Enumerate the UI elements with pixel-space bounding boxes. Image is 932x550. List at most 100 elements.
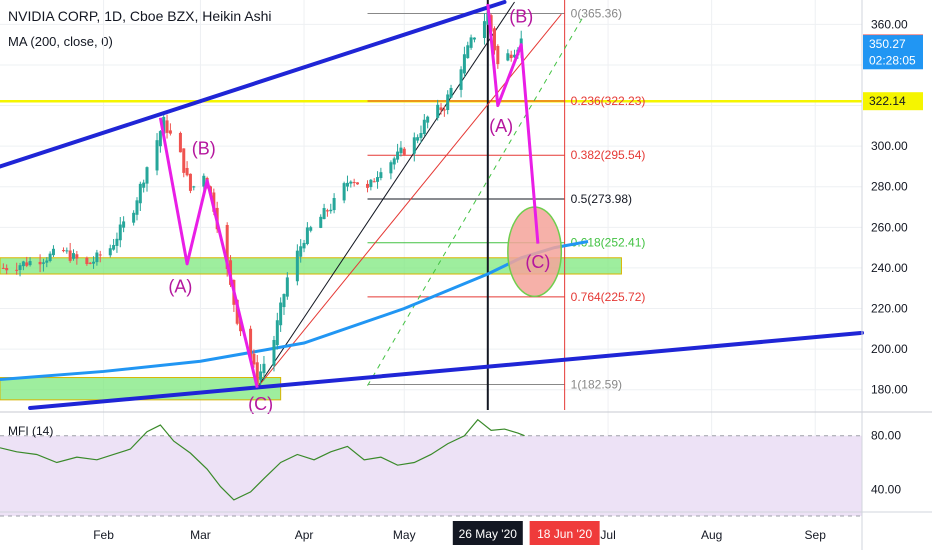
candle-body bbox=[192, 186, 196, 188]
candle-body bbox=[396, 151, 400, 160]
fib-level-label: 0(365.36) bbox=[571, 6, 622, 20]
ma-indicator-label[interactable]: MA (200, close, 0) bbox=[8, 34, 113, 49]
candle-body bbox=[51, 248, 55, 256]
candle-body bbox=[249, 328, 253, 360]
candle-body bbox=[18, 265, 22, 270]
mfi-label: MFI (14) bbox=[8, 424, 53, 438]
candle-body bbox=[462, 54, 466, 74]
candle-body bbox=[466, 45, 470, 59]
candle-body bbox=[239, 318, 243, 332]
x-tick-label: Jul bbox=[600, 528, 615, 542]
x-tick-label: Feb bbox=[93, 528, 114, 542]
candle-body bbox=[115, 238, 119, 246]
candle-body bbox=[416, 137, 420, 141]
candle-body bbox=[188, 173, 192, 191]
y-tick-label: 280.00 bbox=[871, 180, 908, 194]
candle-body bbox=[302, 242, 306, 249]
fib-level-label: 0.236(322.23) bbox=[571, 94, 646, 108]
candle-body bbox=[446, 94, 450, 110]
candle-body bbox=[492, 28, 496, 51]
candle-body bbox=[426, 116, 430, 123]
candle-body bbox=[162, 116, 166, 135]
chart-title: NVIDIA CORP, 1D, Cboe BZX, Heikin Ashi bbox=[8, 8, 272, 24]
candle-body bbox=[305, 227, 309, 245]
candle-body bbox=[75, 254, 79, 259]
candle-body bbox=[182, 148, 186, 173]
candle-body bbox=[1, 267, 5, 269]
candle-body bbox=[41, 262, 45, 264]
mfi-tick-label: 80.00 bbox=[871, 429, 901, 443]
fib-level-label: 1(182.59) bbox=[571, 377, 622, 391]
candle-body bbox=[275, 320, 279, 346]
candle-body bbox=[355, 182, 359, 185]
candle-body bbox=[459, 69, 463, 90]
candle-body bbox=[252, 353, 256, 365]
y-tick-label: 200.00 bbox=[871, 342, 908, 356]
fib-level-label: 0.382(295.54) bbox=[571, 148, 646, 162]
y-tick-label: 260.00 bbox=[871, 220, 908, 234]
candle-body bbox=[65, 250, 69, 252]
candle-body bbox=[352, 182, 356, 184]
candle-body bbox=[38, 261, 42, 265]
candle-body bbox=[122, 221, 126, 228]
x-tick-label: Apr bbox=[295, 528, 314, 542]
candle-body bbox=[178, 132, 182, 153]
candle-body bbox=[118, 224, 122, 241]
candle-body bbox=[345, 182, 349, 187]
candle-body bbox=[25, 262, 29, 266]
candle-body bbox=[376, 177, 380, 182]
candle-body bbox=[389, 162, 393, 174]
wave-label: (B) bbox=[192, 138, 216, 158]
x-tick-label: May bbox=[393, 528, 416, 542]
candle-body bbox=[185, 167, 189, 176]
candle-body bbox=[469, 37, 473, 48]
y-tick-label: 220.00 bbox=[871, 302, 908, 316]
candle-body bbox=[449, 87, 453, 98]
y-tick-label: 300.00 bbox=[871, 139, 908, 153]
candle-body bbox=[5, 268, 9, 271]
date-tag-label: 18 Jun '20 bbox=[537, 527, 592, 541]
date-tag bbox=[529, 521, 600, 545]
candle-body bbox=[309, 227, 313, 231]
candle-body bbox=[155, 140, 159, 171]
candle-body bbox=[85, 257, 89, 265]
candle-body bbox=[48, 253, 52, 261]
candle-body bbox=[442, 109, 446, 111]
candle-body bbox=[88, 262, 92, 264]
candle-body bbox=[235, 299, 239, 324]
date-tag bbox=[452, 521, 523, 545]
trend-line bbox=[256, 13, 562, 388]
candle-body bbox=[259, 371, 263, 380]
candle-body bbox=[419, 133, 423, 138]
elliott-wave-2 bbox=[486, 3, 540, 244]
price-tag-label: 350.27 bbox=[869, 37, 906, 51]
candle-body bbox=[145, 167, 149, 184]
candle-body bbox=[72, 253, 76, 259]
candle-body bbox=[332, 198, 336, 211]
trend-line bbox=[367, 13, 586, 386]
wave-label: (C) bbox=[525, 252, 550, 272]
x-tick-label: Aug bbox=[701, 528, 722, 542]
candle-body bbox=[138, 183, 142, 204]
candle-body bbox=[285, 277, 289, 297]
candle-body bbox=[325, 210, 329, 212]
wave-label: (A) bbox=[489, 116, 513, 136]
channel-line bbox=[28, 330, 864, 410]
fib-level-label: 0.5(273.98) bbox=[571, 192, 632, 206]
candle-body bbox=[15, 269, 19, 271]
price-tag bbox=[863, 92, 923, 111]
candle-body bbox=[225, 224, 229, 270]
fib-level-label: 0.618(252.41) bbox=[571, 236, 646, 250]
candle-body bbox=[255, 362, 259, 385]
candle-body bbox=[399, 147, 403, 154]
wave-label: (A) bbox=[168, 276, 192, 296]
y-tick-label: 360.00 bbox=[871, 17, 908, 31]
candle-body bbox=[295, 250, 299, 282]
wave-label: (B) bbox=[509, 6, 533, 26]
candle-body bbox=[262, 363, 266, 374]
candle-body bbox=[366, 183, 370, 188]
candle-body bbox=[112, 245, 116, 250]
date-tag-label: 26 May '20 bbox=[459, 527, 518, 541]
candle-body bbox=[92, 261, 96, 264]
